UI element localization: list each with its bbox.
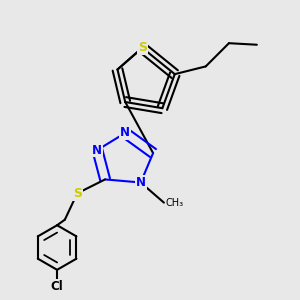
- Text: N: N: [92, 143, 102, 157]
- Text: S: S: [73, 187, 82, 200]
- Text: Cl: Cl: [51, 280, 64, 293]
- Text: S: S: [138, 41, 147, 54]
- Text: N: N: [136, 176, 146, 189]
- Text: N: N: [120, 127, 130, 140]
- Text: CH₃: CH₃: [166, 198, 184, 208]
